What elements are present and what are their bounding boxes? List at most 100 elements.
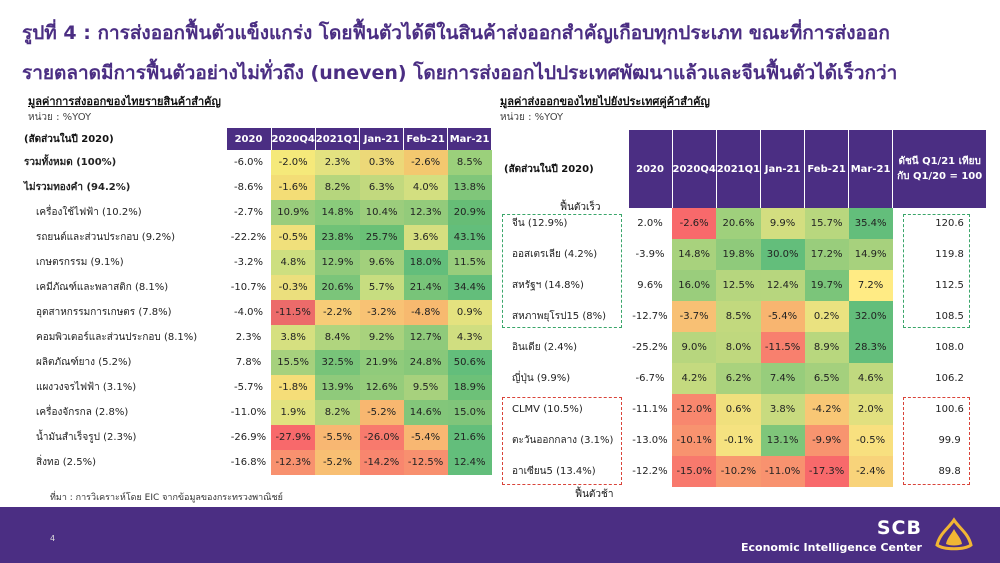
heat-cell: -26.0%	[359, 425, 404, 450]
brand-text: SCB Economic Intelligence Center	[741, 517, 922, 554]
heat-cell: 12.5%	[716, 270, 761, 301]
heat-cell: 4.2%	[672, 363, 717, 394]
value-2020: 7.8%	[235, 357, 262, 368]
row-label: คอมพิวเตอร์และส่วนประกอบ (8.1%)	[36, 332, 198, 343]
heat-cell: 0.6%	[716, 394, 761, 425]
heat-cell: 28.3%	[848, 332, 893, 363]
row-label: ไม่รวมทองคำ (94.2%)	[24, 182, 131, 193]
value-2020: -25.2%	[632, 342, 668, 353]
heat-cell: 10.4%	[359, 200, 404, 225]
index-value: 108.0	[935, 342, 964, 353]
heat-cell: 32.0%	[848, 301, 893, 332]
left-corner-header: (สัดส่วนในปี 2020)	[22, 128, 227, 150]
slow-index-box	[903, 397, 970, 485]
row-label: แผงวงจรไฟฟ้า (3.1%)	[36, 382, 137, 393]
left-col-header: Feb-21	[403, 128, 449, 150]
table-row: อินเดีย (2.4%) -25.2% 9.0% 8.0% -11.5% 8.9% 28…	[500, 332, 987, 363]
value-2020: -4.0%	[233, 307, 263, 318]
index-value: 120.6	[935, 218, 964, 229]
heat-cell: 2.0%	[848, 394, 893, 425]
heat-cell: 4.3%	[447, 325, 492, 350]
index-value: 100.6	[935, 404, 964, 415]
heat-cell: 13.1%	[760, 425, 805, 456]
heat-cell: 9.6%	[359, 250, 404, 275]
heat-cell: 21.4%	[403, 275, 448, 300]
fast-recovery-label: ฟื้นตัวเร็ว	[560, 202, 601, 213]
page-number: 4	[50, 534, 56, 543]
heat-cell: 10.9%	[271, 200, 316, 225]
table-row: รถยนต์และส่วนประกอบ (9.2%) -22.2% -0.5% 23.…	[22, 225, 492, 250]
brand-unit: Economic Intelligence Center	[740, 541, 922, 554]
brand-name: SCB	[876, 517, 922, 539]
heat-cell: -12.0%	[672, 394, 717, 425]
row-label: สิ่งทอ (2.5%)	[36, 457, 96, 468]
index-value: 99.9	[938, 435, 961, 446]
heat-cell: 34.4%	[447, 275, 492, 300]
heat-cell: -5.2%	[359, 400, 404, 425]
heat-cell: -0.5%	[271, 225, 316, 250]
heat-cell: 50.6%	[447, 350, 492, 375]
heat-cell: -1.8%	[271, 375, 316, 400]
value-2020: 9.6%	[637, 280, 663, 291]
heat-cell: 32.5%	[315, 350, 360, 375]
heat-cell: -3.7%	[672, 301, 717, 332]
row-label: เกษตรกรรม (9.1%)	[36, 257, 124, 268]
right-col-header: 2020Q4	[672, 130, 717, 208]
heat-cell: 0.9%	[447, 300, 492, 325]
heat-cell: -27.9%	[271, 425, 316, 450]
table-row: เครื่องใช้ไฟฟ้า (10.2%) -2.7% 10.9% 14.8% 10…	[22, 200, 492, 225]
heat-cell: 30.0%	[760, 239, 805, 270]
table-row: ไม่รวมทองคำ (94.2%) -8.6% -1.6% 8.2% 6.3% 4.0…	[22, 175, 492, 200]
heat-cell: 20.9%	[447, 200, 492, 225]
table-row: ผลิตภัณฑ์ยาง (5.2%) 7.8% 15.5% 32.5% 21.9% 24…	[22, 350, 492, 375]
heat-cell: 15.0%	[447, 400, 492, 425]
heat-cell: 12.4%	[447, 450, 492, 475]
heat-cell: -2.0%	[271, 150, 316, 175]
heat-cell: -5.5%	[315, 425, 360, 450]
slow-countries-box	[502, 397, 622, 485]
value-2020: -6.7%	[635, 373, 665, 384]
heat-cell: 6.5%	[804, 363, 849, 394]
heat-cell: 19.8%	[716, 239, 761, 270]
heat-cell: 19.7%	[804, 270, 849, 301]
heat-cell: 3.6%	[403, 225, 448, 250]
heat-cell: 35.4%	[848, 208, 893, 239]
heat-cell: 43.1%	[447, 225, 492, 250]
row-label: รถยนต์และส่วนประกอบ (9.2%)	[36, 232, 175, 243]
heat-cell: 3.8%	[271, 325, 316, 350]
left-col-header: 2020Q4	[271, 128, 316, 150]
value-2020: 2.0%	[637, 218, 663, 229]
heat-cell: 12.3%	[403, 200, 448, 225]
heat-cell: 9.0%	[672, 332, 717, 363]
right-subtitle: มูลค่าส่งออกของไทยไปยังประเทศคู่ค้าสำคัญ	[500, 95, 710, 108]
heat-cell: -17.3%	[804, 456, 849, 487]
value-2020: -11.0%	[230, 407, 267, 418]
left-col-header: Mar-21	[447, 128, 493, 150]
heat-cell: 6.3%	[359, 175, 404, 200]
table-row: น้ำมันสำเร็จรูป (2.3%) -26.9% -27.9% -5.5% -…	[22, 425, 492, 450]
right-unit: หน่วย : %YOY	[500, 112, 564, 123]
value-2020: -5.7%	[233, 382, 263, 393]
table-row: แผงวงจรไฟฟ้า (3.1%) -5.7% -1.8% 13.9% 12.6% 9…	[22, 375, 492, 400]
heat-cell: 8.4%	[315, 325, 360, 350]
country-export-table: (สัดส่วนในปี 2020) 2020 2020Q4 2021Q1 Ja…	[500, 130, 988, 487]
row-label: CLMV (10.5%)	[512, 404, 583, 415]
heat-cell: -10.2%	[716, 456, 761, 487]
heat-cell: -1.6%	[271, 175, 316, 200]
heat-cell: 13.9%	[315, 375, 360, 400]
right-col-header: Jan-21	[760, 130, 806, 208]
row-label: สหภาพยุโรป15 (8%)	[512, 311, 607, 322]
index-value: 106.2	[935, 373, 964, 384]
heat-cell: -3.2%	[359, 300, 404, 325]
heat-cell: 9.9%	[760, 208, 805, 239]
heat-cell: 8.0%	[716, 332, 761, 363]
heat-cell: 9.2%	[359, 325, 404, 350]
table-row: เคมีภัณฑ์และพลาสติก (8.1%) -10.7% -0.3% 20.…	[22, 275, 492, 300]
heat-cell: -12.3%	[271, 450, 316, 475]
heat-cell: 17.2%	[804, 239, 849, 270]
table-row: เกษตรกรรม (9.1%) -3.2% 4.8% 12.9% 9.6% 18.0% 1…	[22, 250, 492, 275]
heat-cell: 21.9%	[359, 350, 404, 375]
table-row: อาเซียน5 (13.4%) -12.2% -15.0% -10.2% -11.0%…	[500, 456, 987, 487]
slow-recovery-label: ฟื้นตัวช้า	[575, 489, 614, 500]
fast-countries-box	[502, 214, 622, 328]
